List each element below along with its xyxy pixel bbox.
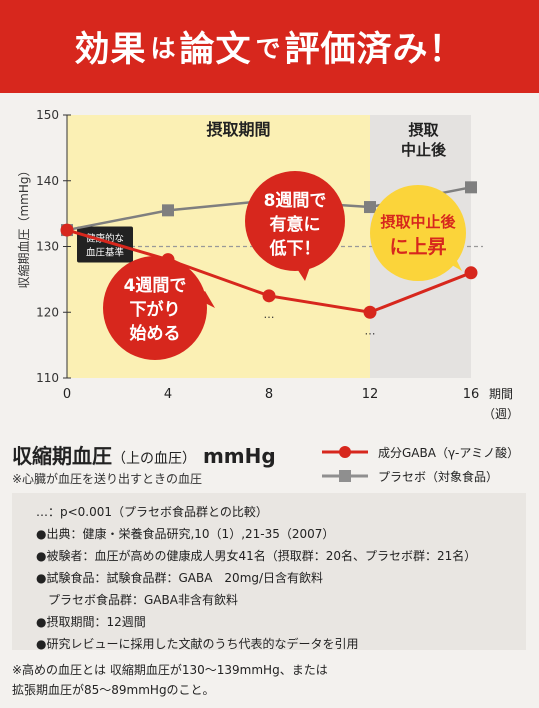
note-line: …：p<0.001（プラセボ食品群との比較） (36, 505, 268, 519)
note-line: ●試験食品：試験食品群：GABA 20mg/日含有飲料 (36, 571, 324, 585)
reference-label-box (77, 226, 133, 263)
legend-item-gaba: 成分GABA（γ-アミノ酸） (320, 440, 530, 464)
legend-title-unit: mmHg (202, 444, 276, 468)
bubble-text: 始める (130, 323, 181, 344)
y-tick-label: 140 (36, 174, 59, 188)
post-intake-label: 摂取 (408, 121, 439, 139)
study-notes: …：p<0.001（プラセボ食品群との比較） ●出典：健康・栄養食品研究,10（… (12, 493, 526, 651)
data-point-gaba (262, 289, 276, 303)
x-tick-label: 4 (164, 387, 172, 402)
banner-text-2: は (150, 33, 176, 63)
blood-pressure-chart: 摂取期間 摂取 中止後 110 120 130 140 150 収縮期血圧（mmHg） 健康的な血… (0, 93, 539, 433)
bubble-text: 4週間で (124, 276, 187, 296)
post-intake-label: 中止後 (401, 141, 447, 159)
legend-title-main: 収縮期血圧 (12, 444, 112, 468)
x-tick-label: 8 (265, 387, 273, 402)
note-line: ●研究レビューに採用した文献のうち代表的なデータを引用 (36, 637, 359, 651)
x-tick-label: 12 (362, 387, 379, 402)
bubble-text: 有意に (270, 214, 321, 235)
y-tick-label: 120 (36, 305, 59, 319)
legend-title: 収縮期血圧（上の血圧） mmHg (12, 440, 276, 469)
legend-note: ※心臓が血圧を送り出すときの血圧 (12, 472, 203, 486)
chart-legend: 成分GABA（γ-アミノ酸） プラセボ（対象食品） (320, 440, 530, 488)
y-tick-label: 110 (36, 371, 59, 385)
legend-gaba-marker-icon (322, 446, 368, 458)
bubble-after-stop (370, 185, 466, 281)
bubble-text: 8週間で (264, 191, 327, 211)
bubble-text: 下がり (130, 299, 181, 320)
y-tick-label: 150 (36, 108, 59, 122)
significance-mark: … (264, 308, 275, 321)
bubble-text: 摂取中止後 (380, 213, 456, 231)
legend-title-sub: （上の血圧） (112, 451, 196, 467)
note-line: ●被験者：血圧が高めの健康成人男女41名（摂取群：20名、プラセボ群：21名） (36, 549, 477, 563)
y-tick-label: 130 (36, 240, 59, 254)
bubble-8-weeks (245, 171, 345, 271)
note-line: プラセボ食品群：GABA非含有飲料 (36, 593, 238, 607)
x-tick-label: 0 (63, 387, 71, 402)
x-axis-label: （週） (483, 407, 519, 421)
legend-item-placebo: プラセボ（対象食品） (320, 464, 530, 488)
banner-text-1: 効果 (74, 30, 147, 70)
intake-period-label: 摂取期間 (206, 120, 270, 139)
bubble-text: に上昇 (389, 236, 446, 258)
footnote-line: ※高めの血圧とは 収縮期血圧が130～139mmHg、または (12, 663, 328, 677)
data-point-placebo (364, 201, 376, 214)
banner-text-3: 論文 (179, 30, 252, 70)
reference-label: 健康的な (86, 233, 124, 245)
significance-mark: … (365, 324, 376, 337)
data-point-gaba (363, 305, 377, 319)
x-axis-label: 期間 (489, 387, 513, 401)
data-point-placebo (162, 204, 174, 217)
footnote: ※高めの血圧とは 収縮期血圧が130～139mmHg、または 拡張期血圧が85～… (12, 660, 526, 700)
legend-gaba-label: 成分GABA（γ-アミノ酸） (378, 445, 520, 460)
footnote-line: 拡張期血圧が85～89mmHgのこと。 (12, 683, 215, 697)
legend-placebo-marker-icon (322, 470, 368, 482)
reference-label: 血圧基準 (86, 247, 125, 259)
y-axis-label: 収縮期血圧（mmHg） (16, 164, 31, 288)
data-point-gaba (464, 266, 478, 280)
bubble-4-weeks (103, 256, 207, 360)
legend-placebo-label: プラセボ（対象食品） (378, 469, 499, 484)
title-banner: 効果 は 論文 で 評価済み！ (0, 0, 539, 93)
banner-text-4: で (255, 33, 281, 63)
note-line: ●出典：健康・栄養食品研究,10（1）,21-35（2007） (36, 527, 335, 541)
data-point-gaba (60, 223, 74, 237)
banner-text-5: 評価済み！ (284, 30, 465, 70)
data-point-placebo (465, 181, 477, 194)
bubble-text: 低下！ (269, 238, 321, 259)
note-line: ●摂取期間：12週間 (36, 615, 146, 629)
x-tick-label: 16 (463, 387, 480, 402)
